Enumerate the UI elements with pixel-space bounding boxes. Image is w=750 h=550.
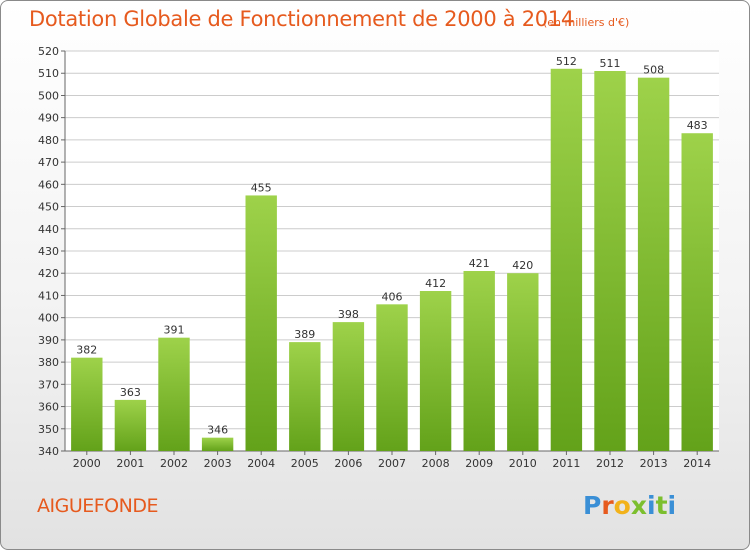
bar (463, 271, 495, 451)
y-tick-label: 360 (38, 401, 59, 414)
bar (419, 291, 452, 451)
y-tick-label: 470 (38, 156, 59, 169)
x-tick-label: 2009 (465, 457, 493, 470)
data-label: 508 (643, 64, 664, 77)
x-tick-label: 2011 (552, 457, 580, 470)
y-tick-label: 400 (38, 312, 59, 325)
data-label: 455 (251, 181, 272, 194)
y-tick-label: 480 (38, 134, 59, 147)
y-tick-label: 340 (38, 445, 59, 458)
y-tick-label: 350 (38, 423, 59, 436)
data-label: 391 (164, 324, 185, 337)
bar (245, 195, 277, 451)
bar (114, 399, 147, 451)
bar (507, 273, 539, 451)
y-tick-label: 420 (38, 267, 59, 280)
x-tick-label: 2007 (378, 457, 406, 470)
bar (71, 357, 103, 451)
bar (637, 77, 670, 452)
chart-subtitle: (en milliers d'€) (543, 16, 630, 29)
data-label: 420 (512, 259, 533, 272)
data-label: 512 (556, 55, 577, 68)
y-tick-label: 500 (38, 89, 59, 102)
x-tick-label: 2005 (291, 457, 319, 470)
data-label: 382 (76, 344, 97, 357)
data-label: 483 (687, 119, 708, 132)
y-tick-label: 390 (38, 334, 59, 347)
bar (550, 68, 583, 452)
proxiti-logo: Proxiti (583, 491, 677, 520)
y-tick-label: 380 (38, 356, 59, 369)
y-tick-label: 490 (38, 112, 59, 125)
data-label: 406 (382, 290, 403, 303)
y-tick-label: 440 (38, 223, 59, 236)
x-tick-label: 2008 (422, 457, 450, 470)
x-tick-label: 2012 (596, 457, 624, 470)
x-tick-label: 2013 (640, 457, 668, 470)
y-tick-label: 520 (38, 45, 59, 58)
data-label: 346 (207, 424, 228, 437)
data-label: 363 (120, 386, 141, 399)
x-tick-label: 2003 (204, 457, 232, 470)
y-tick-label: 510 (38, 67, 59, 80)
bar (201, 437, 234, 451)
commune-name: AIGUEFONDE (37, 495, 158, 517)
data-label: 398 (338, 308, 359, 321)
y-tick-label: 450 (38, 201, 59, 214)
x-tick-label: 2014 (683, 457, 711, 470)
bar (332, 322, 365, 451)
bar (158, 337, 190, 451)
x-tick-label: 2004 (247, 457, 275, 470)
y-tick-label: 370 (38, 378, 59, 391)
x-tick-label: 2010 (509, 457, 537, 470)
data-label: 421 (469, 257, 490, 270)
data-label: 511 (600, 57, 621, 70)
y-tick-label: 410 (38, 289, 59, 302)
x-tick-label: 2002 (160, 457, 188, 470)
bar (681, 133, 713, 451)
x-tick-label: 2000 (73, 457, 101, 470)
data-label: 389 (294, 328, 315, 341)
chart-title: Dotation Globale de Fonctionnement de 20… (29, 7, 574, 31)
bar (594, 71, 626, 451)
bar (289, 342, 321, 451)
y-tick-label: 460 (38, 178, 59, 191)
bar (376, 304, 408, 451)
data-label: 412 (425, 277, 446, 290)
x-tick-label: 2006 (334, 457, 362, 470)
y-tick-label: 430 (38, 245, 59, 258)
x-tick-label: 2001 (116, 457, 144, 470)
